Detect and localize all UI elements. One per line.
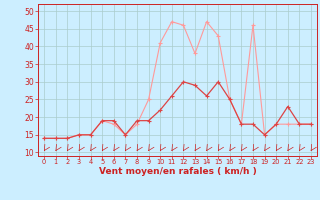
X-axis label: Vent moyen/en rafales ( km/h ): Vent moyen/en rafales ( km/h ) bbox=[99, 167, 256, 176]
